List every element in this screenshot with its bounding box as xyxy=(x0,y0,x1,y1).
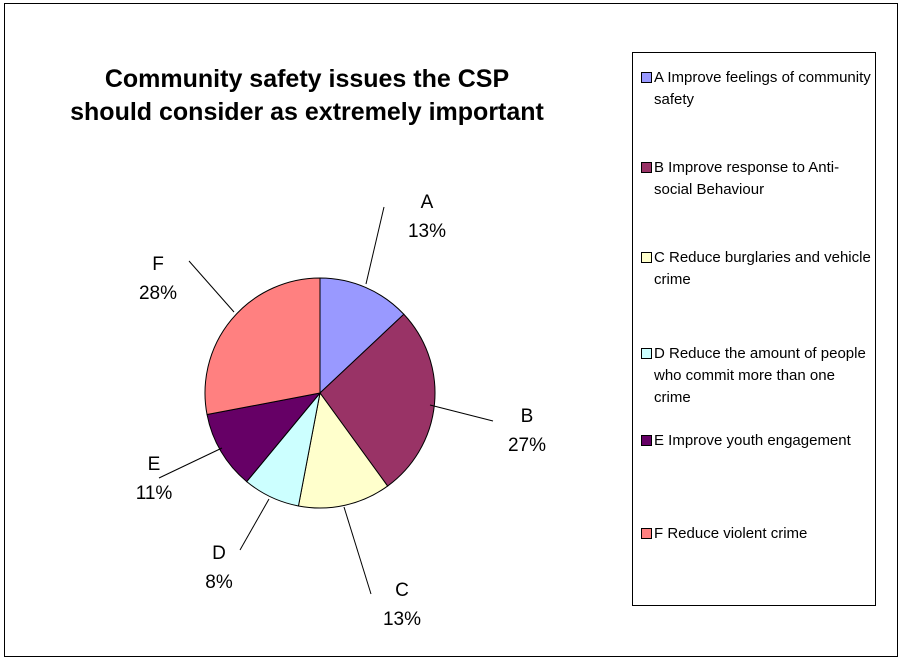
pie-slice-b xyxy=(319,313,436,487)
leader-line-a xyxy=(365,206,385,285)
legend-item-a: A Improve feelings of community safety xyxy=(641,67,873,111)
legend-swatch-f xyxy=(641,528,652,539)
leader-line-d xyxy=(239,498,270,551)
chart-title-line-2: should consider as extremely important xyxy=(70,98,544,126)
pie-slice-a xyxy=(319,277,405,395)
legend-label-d: D Reduce the amount of people who commit… xyxy=(654,345,866,406)
pie-slice-c xyxy=(297,391,389,509)
legend-swatch-a xyxy=(641,72,652,83)
slice-value-d: 8% xyxy=(205,572,233,593)
legend-label-b: B Improve response to Anti-social Behavi… xyxy=(654,159,840,198)
slice-value-c: 13% xyxy=(383,609,421,630)
legend-item-b: B Improve response to Anti-social Behavi… xyxy=(641,157,873,201)
slice-labels: A 13% B 27% C 13% D 8% E 11% F 28% xyxy=(136,192,546,630)
slice-value-b: 27% xyxy=(508,435,546,456)
legend-swatch-b xyxy=(641,162,652,173)
slice-value-e: 11% xyxy=(136,483,173,504)
pie-slice-e xyxy=(206,392,322,483)
legend-label-c: C Reduce burglaries and vehicle crime xyxy=(654,249,871,288)
chart-title: Community safety issues the CSP should c… xyxy=(6,63,608,129)
pie-slice-f xyxy=(204,277,321,416)
legend-item-c: C Reduce burglaries and vehicle crime xyxy=(641,247,873,291)
legend-label-a: A Improve feelings of community safety xyxy=(654,69,871,108)
leader-line-c xyxy=(343,506,372,595)
slice-label-b: B xyxy=(521,406,534,427)
pie-slices xyxy=(204,277,436,509)
slice-label-a: A xyxy=(421,192,434,213)
chart-title-line-1: Community safety issues the CSP xyxy=(104,65,510,93)
legend-item-e: E Improve youth engagement xyxy=(641,430,873,452)
legend-item-f: F Reduce violent crime xyxy=(641,523,873,545)
legend-swatch-c xyxy=(641,252,652,263)
leader-line-b xyxy=(429,404,494,422)
legend-label-e: E Improve youth engagement xyxy=(654,432,851,449)
slice-label-f: F xyxy=(152,254,164,275)
leader-line-f xyxy=(188,260,235,313)
leader-line-e xyxy=(158,447,223,479)
slice-label-d: D xyxy=(212,543,226,564)
legend: A Improve feelings of community safety B… xyxy=(632,52,876,606)
slice-label-c: C xyxy=(395,580,409,601)
leader-lines xyxy=(158,206,494,595)
legend-swatch-e xyxy=(641,435,652,446)
slice-label-e: E xyxy=(148,454,161,475)
legend-swatch-d xyxy=(641,348,652,359)
legend-item-d: D Reduce the amount of people who commit… xyxy=(641,343,873,409)
slice-value-f: 28% xyxy=(139,283,177,304)
slice-value-a: 13% xyxy=(408,221,446,242)
legend-label-f: F Reduce violent crime xyxy=(654,525,808,542)
